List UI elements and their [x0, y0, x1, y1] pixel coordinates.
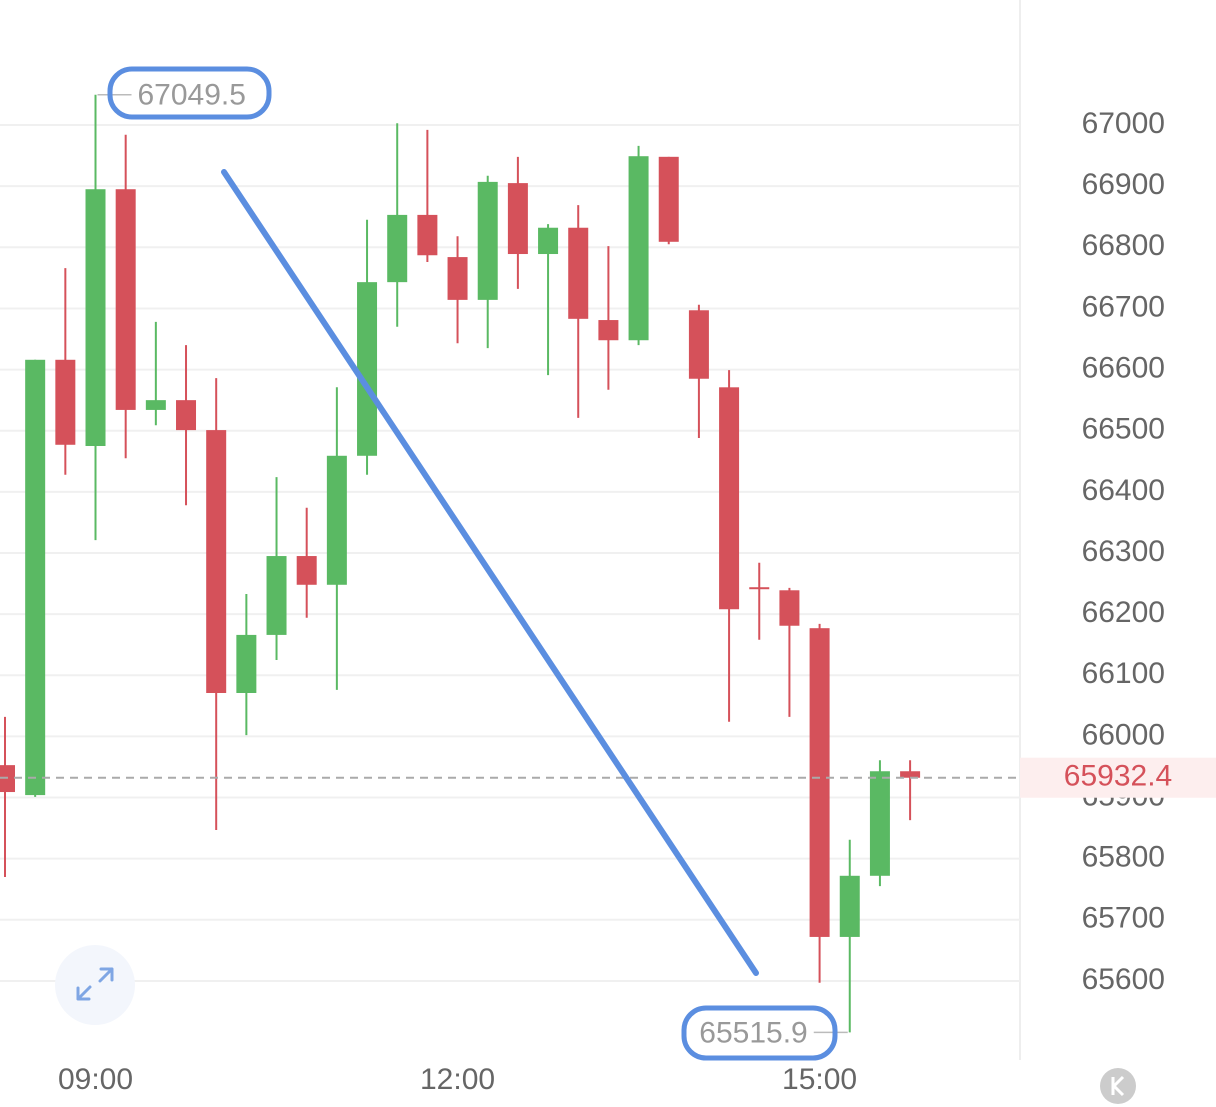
candle-body	[900, 771, 921, 778]
max-highlight	[107, 66, 272, 120]
candle-body	[688, 310, 709, 379]
y-tick-label: 67000	[1082, 107, 1165, 140]
k-icon	[1111, 1075, 1125, 1097]
candle-body	[779, 590, 800, 626]
candle-body	[387, 214, 408, 283]
candle-body	[839, 875, 860, 937]
y-tick-label: 66600	[1082, 351, 1165, 384]
trend-line	[221, 169, 759, 976]
candle-body	[477, 181, 498, 300]
candle-body	[176, 400, 197, 431]
min-label: 65515.9	[699, 1016, 807, 1049]
plot: 6560065700658006590066000661006620066300…	[0, 94, 1216, 1096]
candle-body	[266, 556, 287, 635]
min-highlight	[681, 1005, 838, 1061]
candle-body	[869, 771, 890, 876]
candle-body	[538, 227, 559, 255]
expand-button[interactable]	[55, 945, 135, 1025]
candle-body	[658, 156, 679, 242]
candle-body	[206, 430, 227, 693]
y-tick-label: 65800	[1082, 841, 1165, 874]
candle-body	[55, 359, 76, 445]
y-tick-label: 65600	[1082, 963, 1165, 996]
y-tick-label: 66800	[1082, 229, 1165, 262]
y-tick-label: 66000	[1082, 718, 1165, 751]
x-tick-label: 09:00	[58, 1063, 133, 1096]
last-price-label: 65932.4	[1064, 760, 1172, 793]
k-button[interactable]	[1100, 1068, 1136, 1104]
y-tick-label: 66900	[1082, 168, 1165, 201]
candle-body	[236, 634, 257, 693]
y-tick-label: 66200	[1082, 596, 1165, 629]
last-price-tag	[1020, 757, 1216, 798]
candle-body	[809, 628, 830, 937]
candle-body	[719, 387, 740, 610]
y-tick-label: 66300	[1082, 535, 1165, 568]
y-tick-label: 66500	[1082, 413, 1165, 446]
x-tick-label: 15:00	[782, 1063, 857, 1096]
x-tick-label: 12:00	[420, 1063, 495, 1096]
max-label: 67049.5	[138, 79, 246, 112]
candle-body	[749, 587, 770, 590]
candle-body	[25, 359, 46, 796]
candle-body	[628, 156, 649, 341]
candle-body	[115, 189, 136, 410]
candle-body	[296, 556, 317, 585]
candle-body	[145, 400, 166, 410]
candle-body	[417, 214, 438, 256]
y-tick-label: 66700	[1082, 290, 1165, 323]
y-tick-label: 66400	[1082, 474, 1165, 507]
expand-icon	[76, 967, 114, 1001]
candle-body	[598, 320, 619, 341]
candle-body	[568, 227, 589, 319]
candle-body	[357, 282, 378, 456]
candle-body	[326, 455, 347, 585]
y-tick-label: 65700	[1082, 902, 1165, 935]
y-tick-label: 66100	[1082, 657, 1165, 690]
candle-body	[85, 189, 106, 446]
candle-body	[447, 257, 468, 300]
candle-body	[507, 183, 528, 255]
